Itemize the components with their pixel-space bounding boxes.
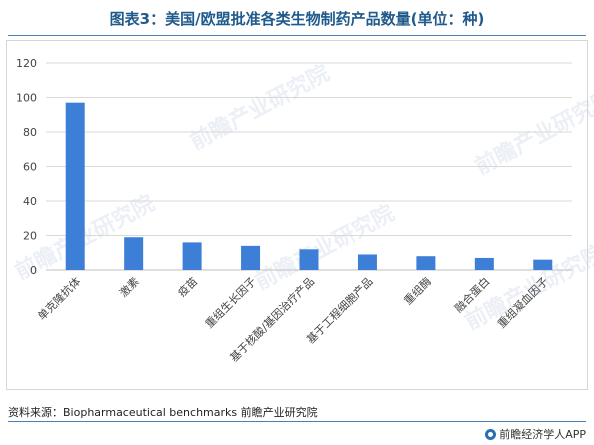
- bar: [65, 102, 85, 270]
- gridlines: [46, 62, 572, 271]
- svg-text:前瞻产业研究院: 前瞻产业研究院: [251, 200, 399, 295]
- x-tick-label: 疫苗: [175, 274, 200, 299]
- qianzhan-logo-icon: [485, 428, 497, 440]
- bar: [299, 249, 319, 270]
- bars: [65, 102, 553, 270]
- source-note: 资料来源：Biopharmaceutical benchmarks 前瞻产业研究…: [8, 406, 318, 419]
- bar: [416, 256, 436, 270]
- bar: [124, 237, 144, 270]
- bar: [182, 242, 202, 270]
- bar: [357, 254, 377, 270]
- y-tick-label: 120: [16, 57, 37, 70]
- chart-frame: [6, 40, 588, 390]
- x-tick-label: 单克隆抗体: [35, 274, 84, 323]
- x-tick-label: 重组酶: [401, 274, 434, 307]
- page-title: 图表3：美国/欧盟批准各类生物制药产品数量(单位：种): [109, 10, 485, 28]
- footer-divider: [8, 421, 586, 422]
- bar: [241, 245, 261, 270]
- y-tick-label: 60: [23, 161, 37, 174]
- x-tick-label: 激素: [116, 274, 141, 299]
- y-axis-ticks: 0 20 40 60 80 100 120: [16, 57, 37, 277]
- brand-label: 前瞻经济学人APP: [499, 428, 586, 441]
- brand-badge[interactable]: 前瞻经济学人APP: [485, 426, 586, 442]
- bar: [474, 257, 494, 270]
- y-tick-label: 20: [23, 230, 37, 243]
- title-divider: [8, 35, 586, 36]
- y-tick-label: 80: [23, 126, 37, 139]
- x-tick-label: 重组生长因子: [202, 274, 259, 331]
- y-tick-label: 40: [23, 195, 37, 208]
- y-tick-label: 100: [16, 92, 37, 105]
- bar-chart: 前瞻产业研究院 前瞻产业研究院 前瞻产业研究院 前瞻产业研究院 前瞻产业研究院 …: [11, 57, 594, 365]
- y-tick-label: 0: [30, 264, 37, 277]
- svg-text:前瞻产业研究院: 前瞻产业研究院: [186, 60, 334, 155]
- bar: [533, 259, 553, 270]
